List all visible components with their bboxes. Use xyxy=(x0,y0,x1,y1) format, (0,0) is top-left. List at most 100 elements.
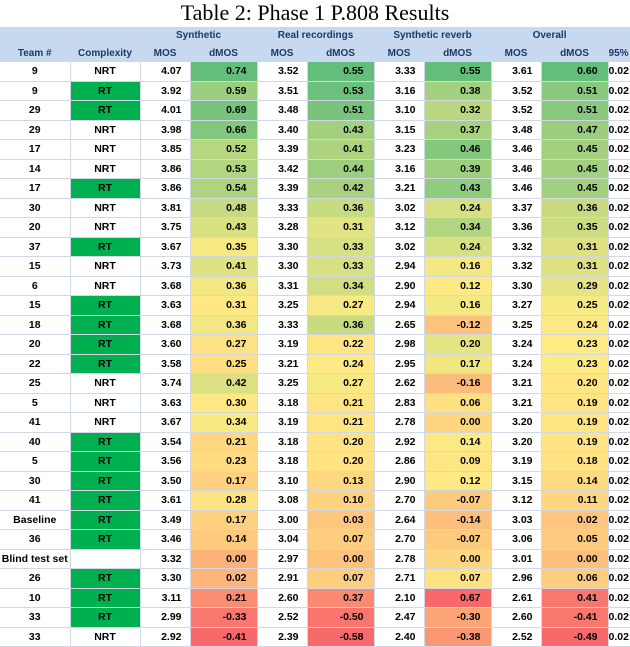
syn-dmos-cell: 0.41 xyxy=(190,256,258,277)
rev-dmos-cell: 0.39 xyxy=(424,159,492,179)
ci-cell: 0.02 xyxy=(608,568,630,589)
ci-cell: 0.02 xyxy=(608,451,630,472)
rev-dmos-cell: -0.14 xyxy=(424,510,492,530)
complexity-cell: NRT xyxy=(70,61,141,82)
table-title: Table 2: Phase 1 P.808 Results xyxy=(180,0,450,25)
ov-mos-cell: 3.19 xyxy=(491,451,542,472)
ci-cell: 0.02 xyxy=(608,393,630,413)
rev-mos-cell: 2.70 xyxy=(374,529,425,550)
ov-dmos-cell: 0.25 xyxy=(541,295,609,316)
col-syn-dmos: dMOS xyxy=(190,44,258,62)
syn-mos-cell: 3.54 xyxy=(140,432,191,452)
rev-dmos-cell: 0.34 xyxy=(424,217,492,238)
real-dmos-cell: 0.20 xyxy=(307,432,375,452)
syn-mos-cell: 3.86 xyxy=(140,178,191,199)
real-mos-cell: 3.10 xyxy=(257,471,308,491)
ci-cell: 0.02 xyxy=(608,529,630,550)
rev-dmos-cell: 0.43 xyxy=(424,178,492,199)
real-mos-cell: 3.19 xyxy=(257,334,308,355)
syn-dmos-cell: 0.53 xyxy=(190,159,258,179)
real-mos-cell: 3.18 xyxy=(257,393,308,413)
team-cell: 36 xyxy=(0,529,71,550)
col-ov-dmos: dMOS xyxy=(541,44,609,62)
ci-cell: 0.02 xyxy=(608,315,630,335)
rev-dmos-cell: 0.00 xyxy=(424,412,492,433)
complexity-cell: NRT xyxy=(70,139,141,160)
rev-mos-cell: 3.16 xyxy=(374,159,425,179)
table-row: 5 NRT 3.63 0.30 3.18 0.21 2.83 0.06 3.21 0.19 0.02 xyxy=(0,393,630,413)
syn-mos-cell: 2.92 xyxy=(140,627,191,647)
syn-dmos-cell: 0.36 xyxy=(190,315,258,335)
syn-dmos-cell: 0.74 xyxy=(190,61,258,82)
real-dmos-cell: 0.37 xyxy=(307,588,375,608)
real-mos-cell: 2.91 xyxy=(257,568,308,589)
syn-dmos-cell: 0.52 xyxy=(190,139,258,160)
real-dmos-cell: 0.55 xyxy=(307,61,375,82)
ov-dmos-cell: 0.45 xyxy=(541,159,609,179)
table-row: 9 RT 3.92 0.59 3.51 0.53 3.16 0.38 3.52 0.51 0.02 xyxy=(0,81,630,101)
ov-dmos-cell: 0.20 xyxy=(541,373,609,394)
syn-mos-cell: 4.01 xyxy=(140,100,191,121)
real-mos-cell: 2.97 xyxy=(257,549,308,569)
rev-dmos-cell: 0.46 xyxy=(424,139,492,160)
rev-dmos-cell: 0.00 xyxy=(424,549,492,569)
table-row: 36 RT 3.46 0.14 3.04 0.07 2.70 -0.07 3.06 0.05 0.0… xyxy=(0,529,630,550)
real-mos-cell: 3.33 xyxy=(257,315,308,335)
col-syn-mos: MOS xyxy=(140,44,191,62)
col-real-dmos: dMOS xyxy=(307,44,375,62)
syn-mos-cell: 3.30 xyxy=(140,568,191,589)
syn-dmos-cell: 0.42 xyxy=(190,373,258,394)
real-dmos-cell: 0.51 xyxy=(307,100,375,121)
team-cell: Blind test set xyxy=(0,549,71,569)
real-dmos-cell: 0.33 xyxy=(307,237,375,257)
real-mos-cell: 3.51 xyxy=(257,81,308,101)
team-cell: 5 xyxy=(0,393,71,413)
rev-dmos-cell: 0.12 xyxy=(424,276,492,296)
ov-mos-cell: 3.12 xyxy=(491,490,542,511)
rev-mos-cell: 2.83 xyxy=(374,393,425,413)
rev-dmos-cell: 0.32 xyxy=(424,100,492,121)
ci-cell: 0.02 xyxy=(608,471,630,491)
team-cell: 9 xyxy=(0,61,71,82)
rev-dmos-cell: 0.07 xyxy=(424,568,492,589)
complexity-cell: RT xyxy=(70,354,141,374)
table-row: 17 NRT 3.85 0.52 3.39 0.41 3.23 0.46 3.46 0.45 0.0… xyxy=(0,139,630,160)
complexity-cell: RT xyxy=(70,510,141,530)
ci-cell: 0.02 xyxy=(608,81,630,101)
syn-dmos-cell: 0.43 xyxy=(190,217,258,238)
rev-dmos-cell: 0.12 xyxy=(424,471,492,491)
ov-mos-cell: 3.06 xyxy=(491,529,542,550)
syn-mos-cell: 3.67 xyxy=(140,237,191,257)
table-row: 17 RT 3.86 0.54 3.39 0.42 3.21 0.43 3.46 0.45 0.02 xyxy=(0,178,630,199)
rev-dmos-cell: 0.16 xyxy=(424,295,492,316)
complexity-cell xyxy=(70,549,141,569)
ov-mos-cell: 3.46 xyxy=(491,139,542,160)
syn-mos-cell: 3.81 xyxy=(140,198,191,218)
complexity-cell: RT xyxy=(70,471,141,491)
ci-cell: 0.02 xyxy=(608,61,630,82)
rev-mos-cell: 2.94 xyxy=(374,256,425,277)
rev-dmos-cell: -0.38 xyxy=(424,627,492,647)
ov-mos-cell: 3.27 xyxy=(491,295,542,316)
team-cell: 5 xyxy=(0,451,71,472)
real-dmos-cell: 0.34 xyxy=(307,276,375,296)
real-mos-cell: 3.25 xyxy=(257,373,308,394)
rev-mos-cell: 3.33 xyxy=(374,61,425,82)
real-mos-cell: 2.52 xyxy=(257,607,308,628)
rev-mos-cell: 2.64 xyxy=(374,510,425,530)
rev-mos-cell: 3.15 xyxy=(374,120,425,140)
real-mos-cell: 3.08 xyxy=(257,490,308,511)
rev-dmos-cell: -0.07 xyxy=(424,490,492,511)
real-dmos-cell: 0.27 xyxy=(307,373,375,394)
team-cell: 29 xyxy=(0,120,71,140)
ov-dmos-cell: 0.60 xyxy=(541,61,609,82)
team-cell: 18 xyxy=(0,315,71,335)
team-cell: 14 xyxy=(0,159,71,179)
real-dmos-cell: 0.33 xyxy=(307,256,375,277)
rev-dmos-cell: 0.17 xyxy=(424,354,492,374)
rev-mos-cell: 2.40 xyxy=(374,627,425,647)
table-row: 15 NRT 3.73 0.41 3.30 0.33 2.94 0.16 3.32 0.31 0.0… xyxy=(0,256,630,277)
group-overall: Overall xyxy=(491,27,609,45)
table-row: 18 RT 3.68 0.36 3.33 0.36 2.65 -0.12 3.25 0.24 0.0… xyxy=(0,315,630,335)
syn-mos-cell: 3.63 xyxy=(140,295,191,316)
